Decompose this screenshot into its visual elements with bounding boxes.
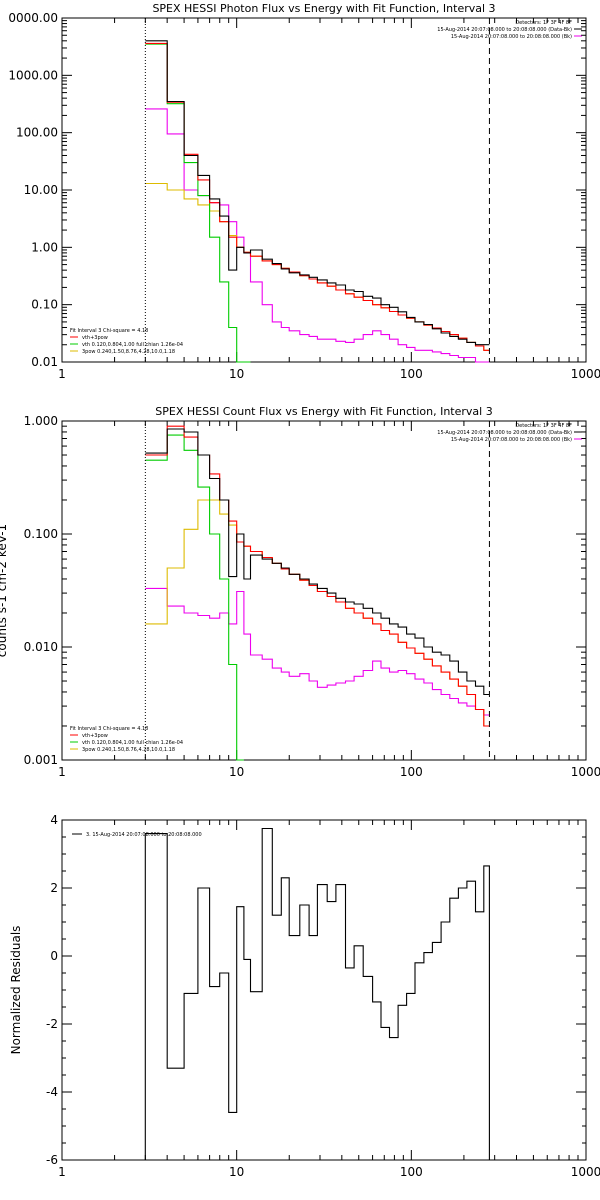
series-vth-3pow [145,42,490,351]
series-bk [145,108,490,363]
fit-legend-label: Fit Interval 3 Chi-square = 4.18 [70,726,148,732]
x-tick-label: 10 [229,1165,244,1179]
chart-panel-2: 1 10 100 1000 0.001 0.010 0.100 1.000 SPEX HESSI… [0,405,600,779]
x-tick-label: 1 [58,367,66,381]
x-tick-label: 10 [229,367,244,381]
y-tick-label: 0000.00 [8,11,58,25]
chart-title: SPEX HESSI Count Flux vs Energy with Fit… [155,405,492,418]
chart-panel-3: 1 10 100 1000 -6 -4 -2 0 2 4 Normalized Residuals 3… [9,813,600,1179]
plot-frame [61,420,587,761]
fit-legend-label: 3pow 0.240,1.50,8.76,4.28,10.0,1.18 [82,747,175,753]
y-axis-label: counts s-1 cm-2 keV-1 [0,524,9,657]
header-data-bk: 15-Aug-2014 20:07:08.000 to 20:08:08.000… [437,430,572,436]
fit-legend-label: Fit Interval 3 Chi-square = 4.18 [70,328,148,334]
y-tick-label: 0 [50,949,58,963]
header-bk: 15-Aug-2014 20:07:08.000 to 20:08:08.000… [451,34,572,40]
fit-legend-label: vth+3pow [82,733,108,739]
y-tick-label: 0.100 [24,527,58,541]
chart-panel-1: 1 10 100 1000 0.01 0.10 1.00 10.00 100.00 1000.00… [8,2,600,381]
chart-title: SPEX HESSI Photon Flux vs Energy with Fi… [152,2,495,15]
x-tick-label: 1000 [571,367,600,381]
detectors-label: Detectors: 1F 3F 4F 8F [515,20,572,26]
x-tick-label: 10 [229,765,244,779]
x-tick-label: 1 [58,1165,66,1179]
y-tick-label: 0.10 [31,298,58,312]
y-tick-label: 1000.00 [8,68,58,82]
y-tick-label: 2 [50,881,58,895]
x-tick-label: 1000 [571,765,600,779]
y-tick-label: 100.00 [16,126,58,140]
y-axis-label: Normalized Residuals [9,926,23,1055]
y-tick-label: 0.001 [24,753,58,767]
series-data-bk [145,428,490,696]
plot-frame [61,819,587,1161]
x-tick-label: 1 [58,765,66,779]
y-tick-label: -4 [46,1085,58,1099]
x-tick-label: 100 [400,1165,423,1179]
y-tick-label: 0.01 [31,355,58,369]
y-tick-label: -2 [46,1017,58,1031]
x-tick-label: 100 [400,765,423,779]
header-bk: 15-Aug-2014 20:07:08.000 to 20:08:08.000… [451,437,572,443]
y-tick-label: 0.010 [24,640,58,654]
x-tick-label: 1000 [571,1165,600,1179]
series-vth [145,434,244,761]
fit-legend-label: vth 0.120,0.804,1.00 full chian 1.26e-04 [82,342,183,348]
series-residuals [144,827,490,1160]
fit-legend-label: vth 0.120,0.804,1.00 full chian 1.26e-04 [82,740,183,746]
x-tick-label: 100 [400,367,423,381]
y-tick-label: 1.00 [31,240,58,254]
y-tick-label: -6 [46,1153,58,1167]
header-data-bk: 15-Aug-2014 20:07:08.000 to 20:08:08.000… [437,27,572,33]
detectors-label: Detectors: 1F 3F 4F 8F [515,423,572,429]
plot-frame [61,17,587,363]
y-tick-label: 10.00 [24,183,58,197]
series-3pow [145,182,490,351]
y-tick-label: 1.000 [24,414,58,428]
series-data-bk [145,40,490,346]
fit-legend-label: vth+3pow [82,335,108,341]
residual-legend-label: 3. 15-Aug-2014 20:07:08.000 to 20:08:08.… [86,832,202,838]
y-tick-label: 4 [50,813,58,827]
fit-legend-label: 3pow 0.240,1.50,8.76,4.28,10.0,1.18 [82,349,175,355]
series-vth [145,43,251,363]
